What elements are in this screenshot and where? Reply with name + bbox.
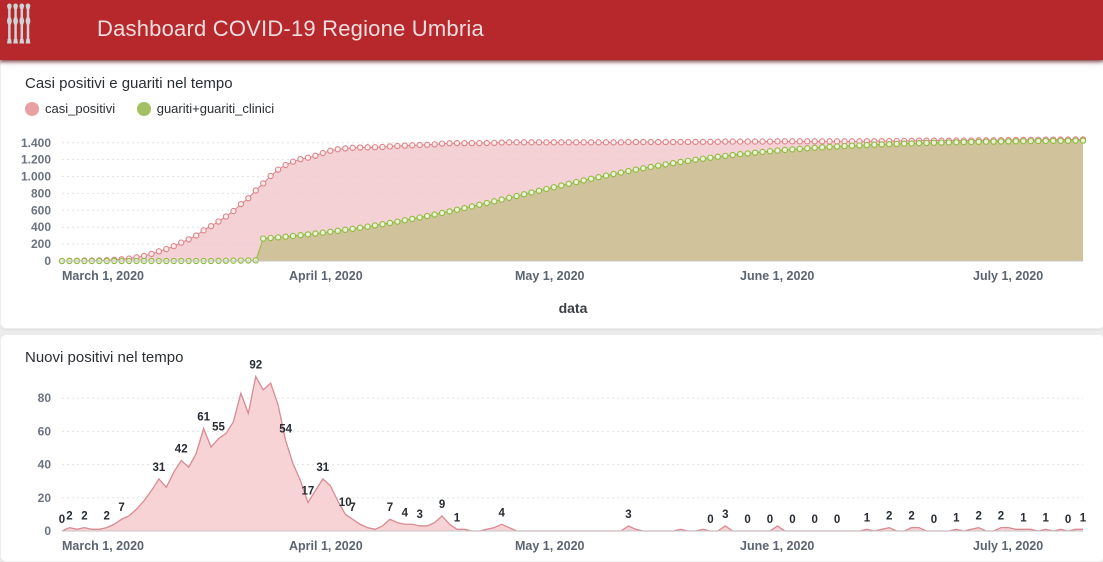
svg-text:200: 200: [31, 237, 51, 251]
svg-text:2: 2: [998, 511, 1004, 523]
svg-text:July 1, 2020: July 1, 2020: [973, 269, 1043, 283]
svg-text:3: 3: [625, 509, 631, 521]
svg-text:0: 0: [789, 514, 795, 526]
svg-text:92: 92: [249, 359, 262, 371]
svg-text:31: 31: [153, 462, 166, 474]
svg-text:61: 61: [197, 412, 210, 424]
svg-text:80: 80: [38, 391, 52, 405]
svg-text:2: 2: [81, 511, 87, 523]
svg-text:9: 9: [439, 499, 445, 511]
svg-text:1: 1: [953, 512, 960, 524]
svg-text:May 1, 2020: May 1, 2020: [515, 269, 585, 283]
svg-text:60: 60: [38, 424, 52, 438]
svg-text:1.200: 1.200: [21, 153, 51, 167]
svg-text:data: data: [559, 300, 588, 316]
svg-text:0: 0: [44, 524, 51, 538]
svg-text:2: 2: [66, 511, 72, 523]
svg-text:7: 7: [387, 502, 393, 514]
svg-text:0: 0: [811, 514, 817, 526]
svg-text:0: 0: [834, 514, 840, 526]
svg-text:March 1, 2020: March 1, 2020: [62, 269, 144, 283]
svg-text:31: 31: [316, 462, 329, 474]
svg-text:40: 40: [38, 458, 52, 472]
svg-text:April 1, 2020: April 1, 2020: [289, 539, 363, 553]
svg-text:0: 0: [59, 514, 65, 526]
svg-text:2: 2: [975, 511, 981, 523]
svg-text:1.400: 1.400: [21, 136, 51, 150]
svg-text:1: 1: [864, 512, 871, 524]
svg-text:1.000: 1.000: [21, 170, 51, 184]
svg-text:June 1, 2020: June 1, 2020: [740, 269, 814, 283]
svg-text:June 1, 2020: June 1, 2020: [740, 539, 814, 553]
svg-text:42: 42: [175, 443, 188, 455]
svg-text:55: 55: [212, 422, 225, 434]
svg-text:20: 20: [38, 491, 52, 505]
svg-text:0: 0: [44, 254, 51, 268]
svg-text:0: 0: [707, 514, 713, 526]
svg-text:2: 2: [908, 511, 914, 523]
svg-text:1: 1: [1080, 512, 1087, 524]
svg-text:4: 4: [498, 507, 505, 519]
svg-text:July 1, 2020: July 1, 2020: [973, 539, 1043, 553]
svg-text:0: 0: [744, 514, 750, 526]
svg-text:54: 54: [279, 423, 292, 435]
svg-text:1: 1: [1042, 512, 1049, 524]
svg-text:1: 1: [1020, 512, 1027, 524]
svg-text:0: 0: [931, 514, 937, 526]
svg-text:0: 0: [767, 514, 773, 526]
svg-text:2: 2: [886, 511, 892, 523]
svg-text:May 1, 2020: May 1, 2020: [515, 539, 585, 553]
svg-text:600: 600: [31, 203, 51, 217]
svg-text:1: 1: [454, 512, 461, 524]
svg-text:April 1, 2020: April 1, 2020: [289, 269, 363, 283]
svg-text:7: 7: [118, 502, 124, 514]
svg-text:0: 0: [1065, 514, 1071, 526]
svg-text:2: 2: [103, 511, 109, 523]
svg-text:3: 3: [416, 509, 422, 521]
svg-text:7: 7: [349, 502, 355, 514]
svg-text:3: 3: [722, 509, 728, 521]
svg-text:800: 800: [31, 186, 51, 200]
svg-text:4: 4: [402, 507, 409, 519]
svg-text:400: 400: [31, 220, 51, 234]
svg-text:March 1, 2020: March 1, 2020: [62, 539, 144, 553]
svg-text:17: 17: [302, 485, 315, 497]
